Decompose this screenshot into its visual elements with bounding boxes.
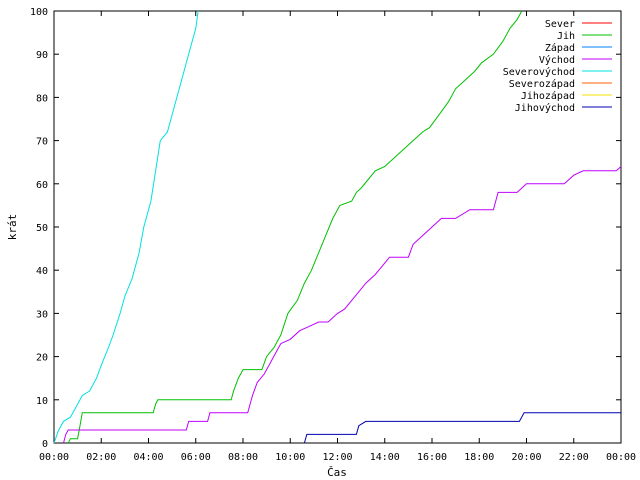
y-tick-label: 70 xyxy=(36,137,48,148)
series-line xyxy=(303,412,621,444)
x-tick-label: 14:00 xyxy=(370,452,400,463)
x-tick-label: 08:00 xyxy=(228,452,258,463)
series-line xyxy=(63,166,622,444)
series-lines xyxy=(53,10,622,444)
x-tick-label: 10:00 xyxy=(275,452,305,463)
x-tick-label: 04:00 xyxy=(133,452,163,463)
legend-label: Severozápad xyxy=(509,78,575,90)
y-tick-label: 60 xyxy=(36,180,48,191)
axis-ticks: 00:00 02:00 04:00 06:00 08:00 10:00 12:00 14:00… xyxy=(30,7,636,463)
y-tick-label: 80 xyxy=(36,93,48,104)
y-tick-label: 90 xyxy=(36,50,48,61)
legend-label: Jihozápad xyxy=(521,90,575,102)
y-tick-label: 100 xyxy=(30,7,48,18)
y-tick-label: 0 xyxy=(42,439,48,450)
legend-label: Západ xyxy=(545,42,575,54)
x-tick-label: 18:00 xyxy=(464,452,494,463)
x-axis-label: Čas xyxy=(327,466,347,479)
y-tick-label: 10 xyxy=(36,396,48,407)
legend-label: Jihovýchod xyxy=(515,102,575,114)
x-tick-label: 00:00 xyxy=(606,452,636,463)
y-tick-label: 20 xyxy=(36,353,48,364)
y-tick-label: 50 xyxy=(36,223,48,234)
x-tick-label: 12:00 xyxy=(322,452,352,463)
y-tick-label: 30 xyxy=(36,309,48,320)
y-axis-label: krát xyxy=(6,214,19,241)
legend: SeverJihZápadVýchodSeverovýchodSeverozáp… xyxy=(503,19,612,114)
x-tick-label: 00:00 xyxy=(39,452,69,463)
x-tick-label: 22:00 xyxy=(559,452,589,463)
x-tick-label: 06:00 xyxy=(181,452,211,463)
legend-label: Severovýchod xyxy=(503,66,575,78)
legend-label: Východ xyxy=(539,54,575,66)
x-tick-label: 20:00 xyxy=(511,452,541,463)
x-tick-label: 02:00 xyxy=(86,452,116,463)
x-tick-label: 16:00 xyxy=(417,452,447,463)
series-line xyxy=(67,10,523,444)
y-tick-label: 40 xyxy=(36,266,48,277)
legend-label: Jih xyxy=(557,31,575,42)
series-line xyxy=(53,10,199,444)
legend-label: Sever xyxy=(545,19,575,30)
